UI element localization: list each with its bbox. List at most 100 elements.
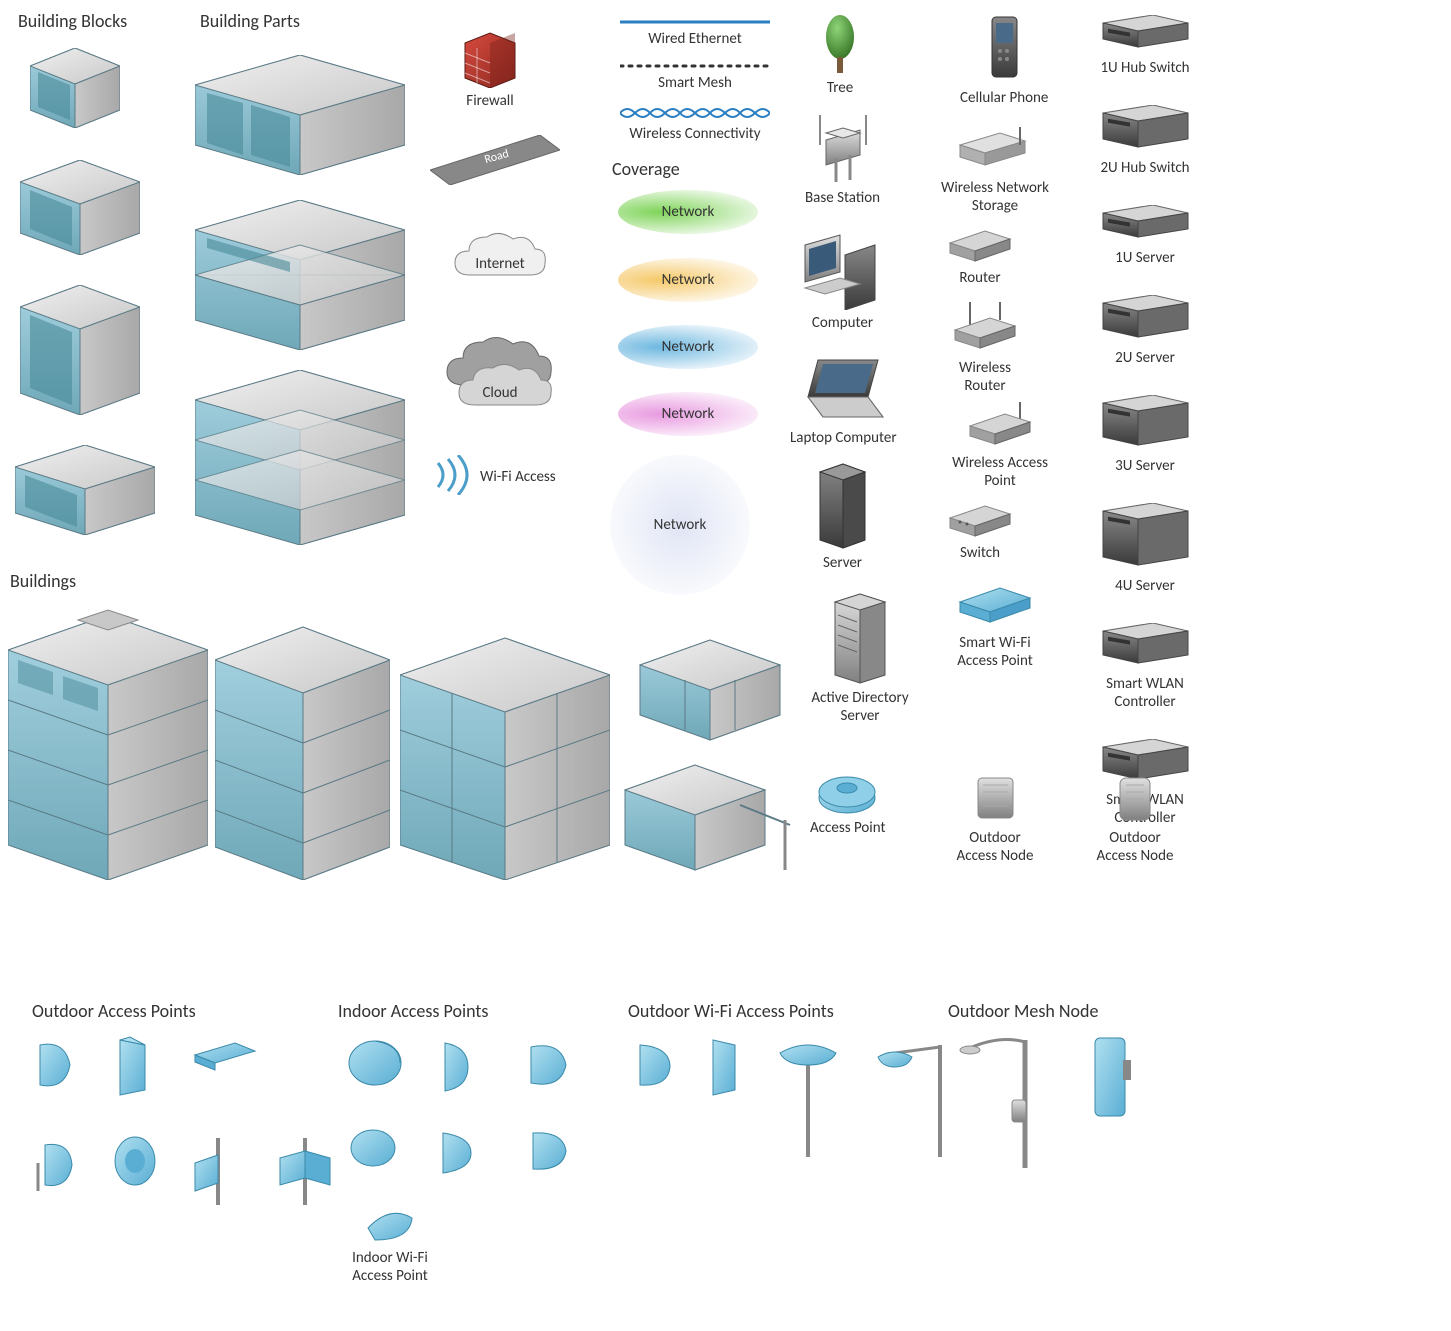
wireless-router-label: Wireless Router: [945, 359, 1025, 395]
rack-icon: [1098, 15, 1193, 55]
cell-phone-item: Cellular Phone: [960, 15, 1048, 107]
smart-wifi-ap-icon: [955, 580, 1035, 630]
cov-orange: Network: [618, 258, 758, 302]
phone-icon: [987, 15, 1022, 85]
indoor-ap-icon: [521, 1035, 576, 1093]
cov-label: Network: [662, 271, 715, 289]
rack-icon: [1098, 395, 1193, 453]
cov-pink: Network: [618, 392, 758, 436]
cloud-item: Cloud: [435, 330, 565, 420]
wireless-label: Wireless Connectivity: [629, 125, 760, 143]
firewall-icon: [460, 28, 520, 88]
cov-ellipse-orange: Network: [618, 258, 758, 302]
outdoor-ap-icon: [190, 1133, 245, 1208]
title-indoor-ap: Indoor Access Points: [338, 1000, 488, 1022]
firewall-label: Firewall: [466, 92, 513, 110]
ap-label: Access Point: [810, 819, 886, 837]
rack-device-srv_4u: 4U Server: [1080, 503, 1210, 595]
access-point-item: Access Point: [810, 770, 886, 837]
server-label: Server: [823, 554, 862, 572]
building-block-2: [20, 160, 140, 255]
tree-label: Tree: [827, 79, 853, 97]
outdoor-ap-grid: [30, 1035, 340, 1223]
rack-device-srv_1u: 1U Server: [1080, 205, 1210, 267]
cov-green: Network: [618, 190, 758, 234]
wifi-label: Wi-Fi Access: [480, 468, 556, 486]
outdoor-node-label: Outdoor Access Node: [950, 829, 1040, 865]
outdoor-wifi-ap-icon: [870, 1035, 960, 1160]
title-building-parts: Building Parts: [200, 10, 300, 32]
helix-line-icon: [620, 105, 770, 121]
wireless-router-item: Wireless Router: [945, 300, 1025, 395]
access-point-icon: [815, 770, 880, 815]
building-3: [400, 630, 610, 880]
rack-label: 1U Hub Switch: [1100, 59, 1189, 77]
outdoor-node-icon: [968, 770, 1023, 825]
cov-circle-icon: Network: [610, 455, 750, 595]
outdoor-wifi-ap-icon: [705, 1035, 745, 1100]
wireless-ap-item: Wireless Access Point: [945, 400, 1055, 490]
rack-label: 2U Server: [1115, 349, 1175, 367]
smart-mesh-item: Smart Mesh: [620, 62, 770, 92]
rack-label: 4U Server: [1115, 577, 1175, 595]
rack-device-hub_1u: 1U Hub Switch: [1080, 15, 1210, 77]
cov-label: Network: [662, 338, 715, 356]
building-4: [620, 630, 795, 880]
computer-item: Computer: [800, 230, 885, 332]
wired-line-icon: [620, 18, 770, 26]
rack-device-srv_2u: 2U Server: [1080, 295, 1210, 367]
base-station-item: Base Station: [805, 110, 880, 207]
rack-icon: [1098, 503, 1193, 573]
internet-label: Internet: [445, 255, 555, 273]
wireless-ap-icon: [965, 400, 1035, 450]
outdoor-wifi-ap-row: [630, 1035, 960, 1160]
outdoor-wifi-ap-icon: [770, 1035, 845, 1160]
title-building-blocks: Building Blocks: [18, 10, 127, 32]
cov-circle: Network: [610, 455, 750, 595]
building-block-icon: [30, 48, 120, 128]
building-part-2: [195, 200, 405, 350]
rack-device-wlan_ctrl: Smart WLAN Controller: [1080, 623, 1210, 711]
dark-cloud-icon: [435, 330, 565, 420]
indoor-ap-icon: [345, 1123, 400, 1173]
rack-label: 1U Server: [1115, 249, 1175, 267]
road-item: Road: [430, 135, 560, 185]
outdoor-wifi-ap-icon: [630, 1035, 680, 1095]
outdoor-node-item-2: Outdoor Access Node: [1090, 770, 1180, 865]
outdoor-ap-icon: [270, 1133, 340, 1208]
server-icon: [815, 460, 870, 550]
outdoor-node-label: Outdoor Access Node: [1090, 829, 1180, 865]
base-station-icon: [808, 110, 878, 185]
rack-label: 2U Hub Switch: [1100, 159, 1189, 177]
building-2: [215, 615, 390, 880]
indoor-ap-icon: [521, 1123, 576, 1178]
cov-ellipse-blue: Network: [618, 325, 758, 369]
switch-icon: [945, 500, 1015, 540]
outdoor-node-item-1: Outdoor Access Node: [950, 770, 1040, 865]
internet-item: Internet: [445, 225, 555, 295]
outdoor-mesh-row: [950, 1030, 1135, 1170]
rack-icon: [1098, 623, 1193, 671]
computer-label: Computer: [812, 314, 873, 332]
tree-item: Tree: [820, 15, 860, 97]
road-icon: Road: [430, 135, 560, 185]
firewall-item: Firewall: [460, 28, 520, 110]
rack-icon: [1098, 105, 1193, 155]
tree-icon: [820, 15, 860, 75]
wifi-icon: [430, 455, 470, 495]
indoor-ap-icon: [433, 1123, 483, 1178]
smart-wifi-ap-label: Smart Wi-Fi Access Point: [940, 634, 1050, 670]
title-outdoor-wifi-ap: Outdoor Wi-Fi Access Points: [628, 1000, 834, 1022]
rack-icon: [1098, 205, 1193, 245]
wifi-access-item: Wi-Fi Access: [430, 455, 556, 495]
mesh-streetlight-icon: [950, 1030, 1045, 1170]
wired-label: Wired Ethernet: [648, 30, 742, 48]
building-block-3: [20, 285, 140, 415]
title-buildings: Buildings: [10, 570, 76, 592]
indoor-ap-icon: [345, 1035, 410, 1090]
cov-ellipse-pink: Network: [618, 392, 758, 436]
outdoor-ap-icon: [190, 1035, 260, 1075]
wireless-storage-item: Wireless Network Storage: [940, 125, 1050, 215]
rack-device-srv_3u: 3U Server: [1080, 395, 1210, 475]
cov-label: Network: [662, 405, 715, 423]
